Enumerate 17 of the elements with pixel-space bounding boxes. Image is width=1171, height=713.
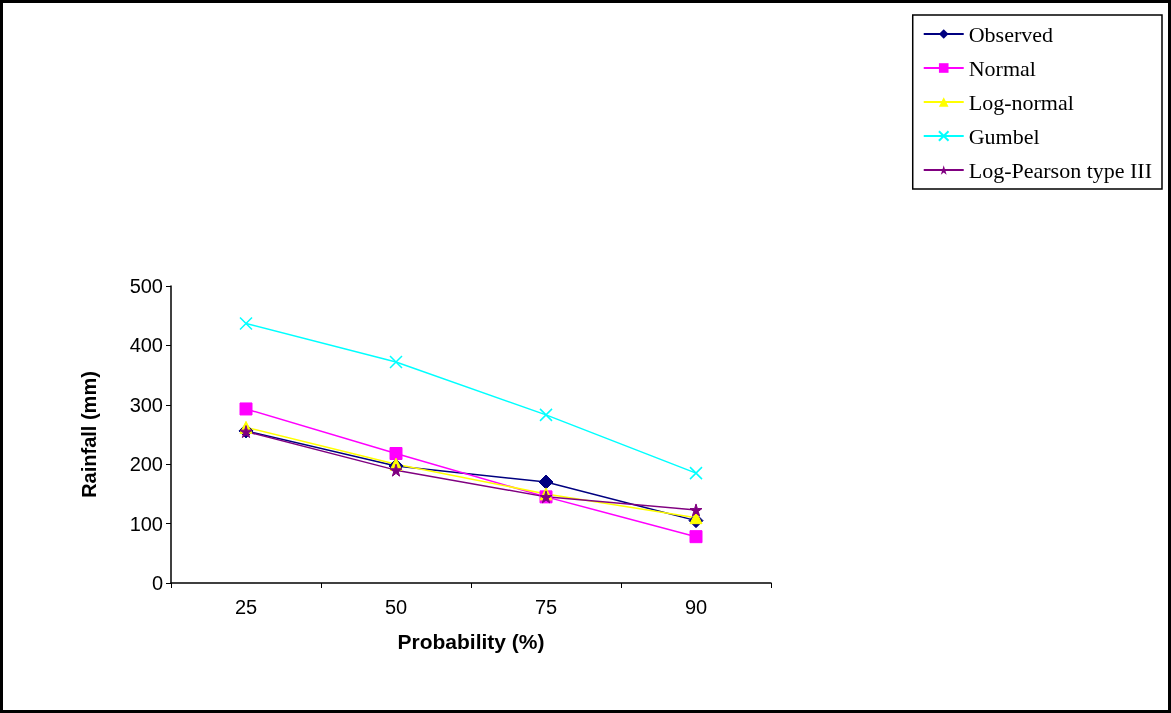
x-axis-title: Probability (%) (397, 630, 545, 653)
x-tick-label: 90 (684, 596, 708, 618)
y-tick-label: 100 (129, 512, 163, 535)
x-tick-label: 75 (534, 596, 558, 618)
legend-label: Normal (968, 55, 1036, 81)
legend-label: Log-Pearson type III (968, 157, 1153, 183)
y-axis-title: Rainfall (mm) (78, 371, 100, 498)
x-tick-label: 50 (384, 596, 408, 618)
legend-label: Gumbel (968, 123, 1040, 149)
y-tick-label: 500 (129, 275, 163, 297)
y-tick-label: 300 (129, 393, 163, 416)
y-tick-label: 200 (129, 453, 163, 476)
y-tick-label: 400 (129, 334, 163, 357)
x-tick-label: 25 (234, 596, 258, 618)
legend-label: Log-normal (968, 89, 1074, 115)
y-tick-label: 0 (151, 572, 163, 594)
legend-label: Observed (968, 21, 1054, 47)
